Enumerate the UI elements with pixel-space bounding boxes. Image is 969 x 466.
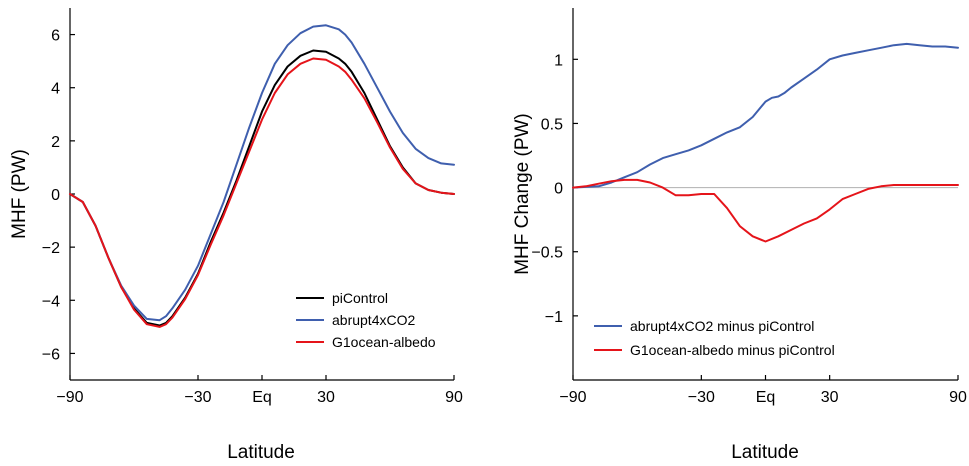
right-chart-panel: −90 −30 Eq 30 90 −1 −0.5 0 0.5 1 MHF Change (PW) ab… (512, 8, 967, 406)
left-y-tick-label: −4 (42, 293, 60, 310)
left-chart-panel: −90 −30 Eq 30 90 −6 −4 −2 0 2 4 6 MHF (PW) piControl a… (9, 8, 463, 406)
left-legend-label: abrupt4xCO2 (332, 312, 415, 328)
right-series-line-2 (572, 178, 959, 243)
right-y-tick-label: −1 (545, 309, 563, 326)
left-yaxis-title: MHF (PW) (9, 149, 30, 239)
left-y-tick-label: −6 (42, 346, 60, 363)
left-x-tick-label: 30 (317, 389, 335, 406)
left-legend-label: G1ocean-albedo (332, 334, 436, 350)
left-y-tick-label: 0 (51, 187, 60, 204)
right-xaxis-title: Latitude (731, 442, 799, 463)
right-y-tick-label: 1 (554, 52, 563, 69)
left-y-tick-label: −2 (42, 240, 60, 257)
right-y-tick-label: 0 (554, 181, 563, 198)
right-x-tick-label: Eq (756, 389, 776, 406)
left-series-line-3 (69, 57, 455, 328)
left-x-tick-label: 90 (445, 389, 463, 406)
left-x-tick-label: Eq (252, 389, 272, 406)
left-y-tick-label: 2 (51, 134, 60, 151)
right-yaxis-title: MHF Change (PW) (512, 113, 533, 275)
right-legend-label: abrupt4xCO2 minus piControl (630, 318, 814, 334)
right-x-tick-label: 30 (821, 389, 839, 406)
left-x-tick-label: −30 (184, 389, 211, 406)
left-series-line-2 (69, 24, 455, 322)
left-xaxis-title: Latitude (227, 442, 295, 463)
right-legend: abrupt4xCO2 minus piControl G1ocean-albed… (594, 318, 835, 358)
right-x-tick-label: −30 (688, 389, 715, 406)
right-legend-label: G1ocean-albedo minus piControl (630, 342, 835, 358)
left-y-tick-label: 4 (51, 81, 60, 98)
right-y-tick-label: 0.5 (541, 116, 563, 133)
right-x-tick-label: 90 (949, 389, 967, 406)
left-y-tick-label: 6 (51, 28, 60, 45)
right-x-tick-label: −90 (559, 389, 586, 406)
right-y-tick-label: −0.5 (531, 245, 563, 262)
left-legend: piControl abrupt4xCO2 G1ocean-albedo (296, 290, 436, 350)
left-x-tick-label: −90 (56, 389, 83, 406)
left-legend-label: piControl (332, 290, 388, 306)
right-series-line-1 (572, 42, 959, 189)
